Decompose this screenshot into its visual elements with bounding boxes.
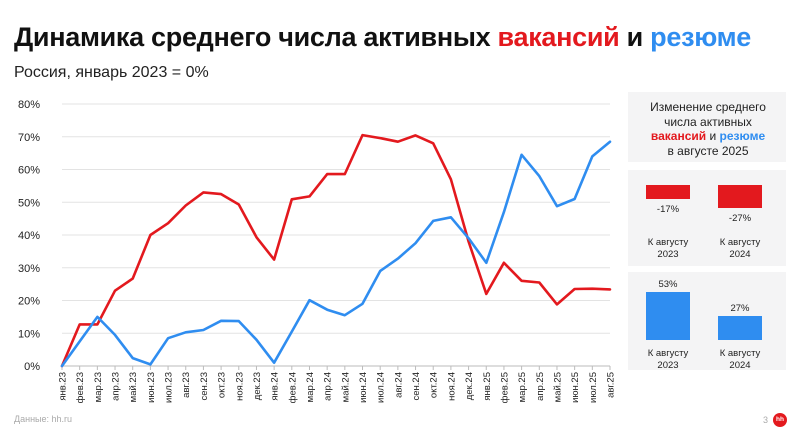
y-tick-label: 30%	[18, 263, 40, 275]
y-tick-label: 20%	[18, 296, 40, 308]
x-tick-label: ноя.23	[234, 372, 245, 401]
resumes-line	[60, 140, 612, 368]
vacancies-bar-2023	[646, 185, 690, 200]
x-tick-label: июл.24	[376, 372, 387, 403]
x-tick-label: июн.25	[570, 372, 581, 403]
title-vacancies-word: вакансий	[497, 22, 620, 52]
vacancies-category-2024: К августу 2024	[719, 237, 761, 260]
x-tick-label: окт.23	[217, 372, 228, 398]
x-tick-label: мар.23	[93, 372, 104, 402]
x-tick-label: окт.24	[429, 372, 440, 398]
y-tick-label: 60%	[18, 165, 40, 177]
vacancies-value-2023: -17%	[656, 204, 680, 216]
resumes-bar-2024	[718, 315, 762, 340]
line-chart: 0% 10% 20% 30% 40% 50% 60% 70% 80% янв.23 фев.23 ма…	[18, 99, 617, 403]
side-caption-line2: числа активных	[664, 114, 752, 129]
x-tick-label: авг.24	[393, 372, 404, 398]
side-caption-vacancies-word: вакансий	[650, 129, 707, 143]
vacancies-change-panel: -17% -27% К августу 2023 К августу 2024	[628, 170, 786, 266]
y-tick-label: 70%	[18, 132, 40, 144]
x-tick-label: мар.24	[305, 372, 316, 402]
x-tick-label: июн.24	[358, 372, 369, 403]
y-tick-label: 40%	[18, 230, 40, 242]
hh-logo: hh	[773, 413, 787, 427]
x-tick-label: авг.23	[181, 372, 192, 398]
x-tick-label: июл.25	[588, 372, 599, 403]
side-caption-line1: Изменение среднего	[650, 100, 766, 114]
side-caption-line4: в августе 2025	[667, 143, 749, 158]
x-tick-label: дек.23	[252, 372, 263, 400]
side-caption-resumes-word: резюме	[719, 129, 766, 143]
x-tick-label: янв.25	[482, 372, 493, 401]
y-tick-label: 10%	[18, 328, 40, 340]
resumes-value-2023: 53%	[658, 279, 678, 291]
x-tick-label: фев.25	[499, 372, 510, 403]
x-tick-label: май.24	[340, 372, 351, 402]
page-title: Динамика среднего числа активных ваканси…	[14, 22, 751, 53]
x-tick-label: авг.25	[606, 372, 617, 398]
title-resumes-word: резюме	[650, 22, 751, 52]
x-tick-label: фев.24	[287, 372, 298, 403]
x-tick-label: июл.23	[164, 372, 175, 403]
vacancies-bar-2024	[718, 185, 762, 208]
vacancies-line	[60, 133, 612, 368]
x-tick-label: янв.23	[58, 372, 69, 401]
title-text: Динамика среднего числа активных	[14, 22, 491, 52]
side-panel-header: Изменение среднего числа активных ваканс…	[628, 92, 786, 162]
x-tick-label: май.25	[552, 372, 563, 402]
vacancies-category-2023: К августу 2023	[647, 237, 689, 260]
x-tick-label: янв.24	[270, 372, 281, 401]
resumes-bar-2023	[646, 292, 690, 340]
y-tick-label: 80%	[18, 99, 40, 111]
page-number: 3	[763, 415, 769, 425]
source-note: Данные: hh.ru	[14, 414, 73, 424]
page-subtitle: Россия, январь 2023 = 0%	[14, 64, 209, 81]
x-tick-label: апр.24	[323, 372, 334, 401]
vacancies-value-2024: -27%	[728, 212, 752, 224]
x-tick-label: сен.24	[411, 372, 422, 401]
side-panel-caption: Изменение среднего числа активных ваканс…	[638, 100, 778, 158]
x-tick-label: апр.23	[111, 372, 122, 401]
side-caption-and-word: и	[709, 129, 717, 143]
resumes-change-panel: 53% 27% К августу 2023 К августу 2024	[628, 272, 786, 371]
x-tick-label: фев.23	[75, 372, 86, 403]
y-tick-label: 50%	[18, 197, 40, 209]
resumes-category-2024: К августу 2024	[719, 348, 761, 371]
x-tick-label: июн.23	[146, 372, 157, 403]
x-tick-label: дек.24	[464, 372, 475, 400]
x-tick-label: мар.25	[517, 372, 528, 402]
x-tick-label: ноя.24	[446, 372, 457, 401]
resumes-category-2023: К августу 2023	[647, 348, 689, 371]
y-tick-label: 0%	[24, 361, 40, 373]
resumes-value-2024: 27%	[730, 302, 750, 314]
x-tick-label: апр.25	[535, 372, 546, 401]
title-and-word: и	[626, 22, 644, 52]
x-tick-label: сен.23	[199, 372, 210, 401]
x-tick-label: май.23	[128, 372, 139, 402]
